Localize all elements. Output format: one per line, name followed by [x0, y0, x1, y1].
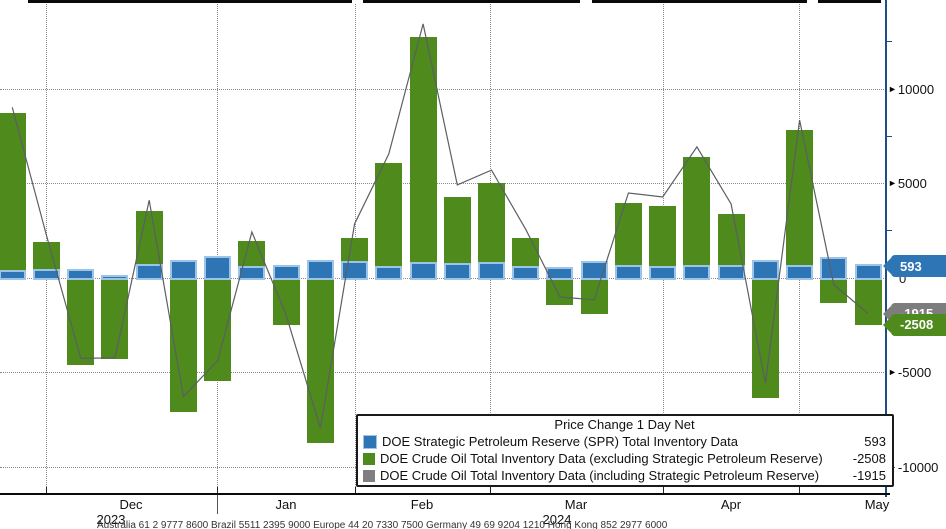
- year-separator-tick: [217, 495, 218, 514]
- x-axis-tick: [663, 487, 664, 493]
- legend-swatch-blue-icon: [363, 434, 377, 449]
- x-axis-tick: [217, 487, 218, 493]
- month-label: Mar: [564, 497, 588, 512]
- legend-entry-value: -1915: [852, 468, 886, 483]
- bar-crude-ex-spr: [375, 162, 403, 278]
- y-tick-label: ► 10000: [888, 82, 935, 97]
- legend-box: Price Change 1 Day Net DOE Strategic Pet…: [356, 414, 894, 487]
- bar-spr: [478, 262, 506, 281]
- bar-crude-ex-spr: [683, 156, 711, 278]
- bar-crude-ex-spr: [0, 113, 26, 278]
- y-tick-label: ► 5000: [888, 176, 927, 191]
- month-label: May: [864, 497, 890, 512]
- bar-crude-ex-spr: [272, 277, 300, 325]
- bar-crude-ex-spr: [786, 130, 814, 278]
- last-value-tag: 593: [883, 255, 946, 278]
- cropped-toolbar-edge: [28, 0, 352, 3]
- terminal-footer-text: Australia 61 2 9777 8600 Brazil 5511 239…: [97, 520, 668, 529]
- x-axis-tick: [799, 487, 800, 493]
- bar-spr: [67, 268, 95, 281]
- bar-spr: [512, 266, 540, 281]
- legend-entry-spr[interactable]: DOE Strategic Petroleum Reserve (SPR) To…: [363, 433, 886, 450]
- bar-spr: [546, 267, 574, 281]
- right-axis-line: [885, 0, 887, 497]
- bar-spr: [0, 269, 26, 281]
- bar-spr: [204, 255, 232, 281]
- x-axis-tick: [46, 487, 47, 493]
- bar-spr: [786, 265, 814, 281]
- bar-spr: [409, 262, 437, 281]
- bar-crude-ex-spr: [820, 277, 848, 303]
- bar-crude-ex-spr: [169, 277, 197, 412]
- cropped-toolbar-edge: [818, 0, 881, 3]
- bar-spr: [751, 260, 779, 281]
- tick-arrow-icon: ►: [888, 84, 897, 94]
- month-label: Jan: [275, 497, 297, 512]
- tick-arrow-icon: ►: [888, 367, 897, 377]
- legend-entry-value: 593: [864, 434, 886, 449]
- bar-spr: [614, 265, 642, 281]
- bar-spr: [649, 266, 677, 281]
- legend-entry-label: DOE Crude Oil Total Inventory Data (excl…: [380, 451, 823, 466]
- bar-crude-ex-spr: [204, 277, 232, 381]
- bar-spr: [33, 269, 61, 281]
- y-minor-tick: [886, 135, 892, 137]
- legend-entry-crude-incl-spr[interactable]: DOE Crude Oil Total Inventory Data (incl…: [363, 467, 886, 484]
- bar-spr: [683, 265, 711, 281]
- year-label: 2024: [542, 512, 572, 527]
- month-label: Apr: [720, 497, 742, 512]
- bar-crude-ex-spr: [409, 37, 437, 278]
- bar-crude-ex-spr: [546, 277, 574, 306]
- month-label: Feb: [410, 497, 434, 512]
- legend-entry-label: DOE Crude Oil Total Inventory Data (incl…: [380, 468, 820, 483]
- bar-spr: [820, 257, 848, 281]
- bar-crude-ex-spr: [67, 277, 95, 366]
- legend-swatch-green-icon: [363, 452, 375, 465]
- bar-spr: [341, 261, 369, 281]
- legend-title: Price Change 1 Day Net: [554, 417, 695, 432]
- tag-background: [891, 255, 946, 278]
- y-tick-label-zero: 0: [899, 271, 907, 286]
- month-label: Dec: [119, 497, 143, 512]
- bar-spr: [580, 261, 608, 281]
- legend-entry-crude-ex-spr[interactable]: DOE Crude Oil Total Inventory Data (excl…: [363, 450, 886, 467]
- x-axis-tick: [355, 487, 356, 493]
- bar-crude-ex-spr: [101, 277, 129, 359]
- bar-crude-ex-spr: [306, 277, 334, 444]
- bar-spr: [238, 266, 266, 281]
- legend-entry-value: -2508: [852, 451, 886, 466]
- y-minor-tick: [886, 41, 892, 43]
- bar-crude-ex-spr: [751, 277, 779, 399]
- cropped-toolbar-edge: [592, 0, 807, 3]
- bar-spr: [306, 260, 334, 281]
- bar-spr: [272, 265, 300, 281]
- bar-spr: [169, 260, 197, 281]
- bar-spr: [854, 264, 882, 281]
- tag-value-text: -2508: [900, 317, 934, 333]
- y-minor-tick: [886, 230, 892, 232]
- tag-value-text: 593: [900, 258, 922, 274]
- bar-crude-ex-spr: [854, 277, 882, 325]
- tick-arrow-icon: ►: [888, 178, 897, 188]
- bar-spr: [443, 263, 471, 281]
- tag-background: [891, 313, 946, 336]
- bar-spr: [101, 274, 129, 281]
- legend-entry-label: DOE Strategic Petroleum Reserve (SPR) To…: [382, 434, 738, 449]
- cropped-toolbar-edge: [363, 0, 580, 3]
- bar-spr: [135, 264, 163, 281]
- x-axis-tick: [490, 487, 491, 493]
- bottom-axis-line: [0, 493, 890, 495]
- y-tick-label: ► -5000: [888, 365, 932, 380]
- last-value-tag: -2508: [883, 313, 946, 336]
- bar-spr: [375, 266, 403, 281]
- year-label: 2023: [96, 512, 126, 527]
- legend-swatch-gray-icon: [363, 469, 375, 482]
- bar-spr: [717, 265, 745, 281]
- y-tick-label: ►-10000: [888, 460, 938, 475]
- bar-crude-ex-spr: [580, 277, 608, 314]
